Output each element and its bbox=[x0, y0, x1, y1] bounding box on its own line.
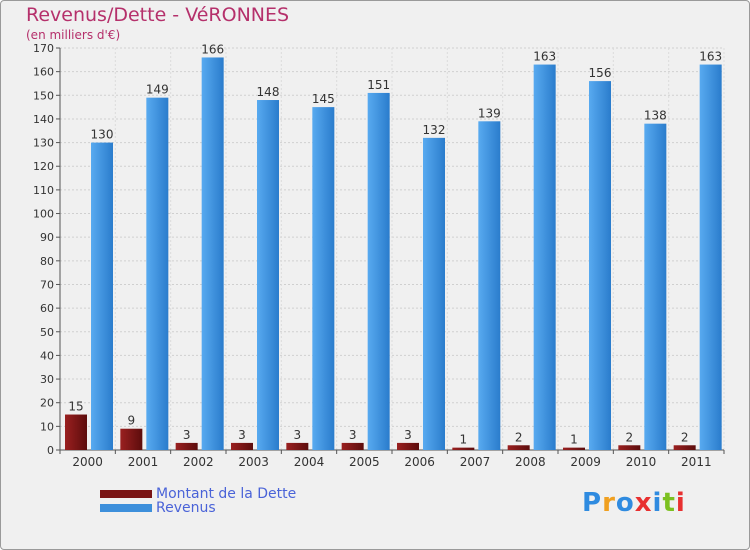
proxiti-logo: Proxiti bbox=[582, 488, 686, 518]
bar-dette-2000 bbox=[65, 414, 87, 450]
chart-subtitle: (en milliers d'€) bbox=[26, 28, 121, 42]
bar-dette-2010 bbox=[618, 445, 641, 450]
legend-label-dette: Montant de la Dette bbox=[156, 486, 297, 502]
bar-dette-2008 bbox=[507, 445, 530, 450]
data-label-revenus-2009: 156 bbox=[589, 66, 612, 80]
data-label-dette-2002: 3 bbox=[183, 428, 191, 442]
bar-chart: 0 10 20 30 40 50 60 70 80 90 100 110 120 130 140 150 160… bbox=[33, 42, 725, 469]
bar-dette-2007 bbox=[452, 447, 475, 450]
x-tick-label-2000: 2000 bbox=[72, 455, 103, 469]
bar-dette-2001 bbox=[120, 428, 143, 450]
bar-revenus-2003 bbox=[257, 100, 279, 450]
data-label-revenus-2002: 166 bbox=[201, 42, 224, 56]
x-tick-label-2005: 2005 bbox=[349, 455, 380, 469]
y-tick-label: 70 bbox=[40, 278, 54, 291]
legend-label-revenus: Revenus bbox=[156, 500, 216, 516]
data-label-dette-2001: 9 bbox=[128, 414, 136, 428]
y-tick-label: 40 bbox=[40, 349, 54, 362]
y-tick-label: 110 bbox=[33, 184, 54, 197]
data-label-revenus-2001: 149 bbox=[146, 83, 169, 97]
y-tick-label: 50 bbox=[40, 326, 54, 339]
bar-dette-2006 bbox=[397, 442, 419, 450]
data-label-revenus-2006: 132 bbox=[423, 123, 446, 137]
chart-title: Revenus/Dette - VéRONNES bbox=[26, 4, 290, 26]
x-tick-label-2007: 2007 bbox=[460, 455, 491, 469]
y-tick-label: 160 bbox=[33, 66, 54, 79]
data-label-dette-2010: 2 bbox=[626, 430, 634, 444]
data-label-revenus-2000: 130 bbox=[91, 128, 114, 142]
bar-revenus-2006 bbox=[423, 137, 445, 450]
legend-item-revenus: Revenus bbox=[100, 500, 216, 516]
logo-letter: t bbox=[662, 488, 676, 518]
bar-revenus-2002 bbox=[201, 57, 224, 450]
data-label-dette-2011: 2 bbox=[681, 430, 689, 444]
logo-letter: x bbox=[634, 488, 653, 518]
data-label-dette-2003: 3 bbox=[238, 428, 246, 442]
logo-letter: i bbox=[675, 488, 686, 518]
data-label-revenus-2011: 163 bbox=[699, 50, 722, 64]
bar-revenus-2007 bbox=[478, 121, 501, 451]
data-label-dette-2005: 3 bbox=[349, 428, 357, 442]
y-tick-label: 170 bbox=[33, 42, 54, 55]
x-tick-label-2002: 2002 bbox=[183, 455, 214, 469]
y-tick-label: 30 bbox=[40, 373, 54, 386]
y-tick-label: 100 bbox=[33, 208, 54, 221]
y-tick-label: 120 bbox=[33, 160, 54, 173]
y-tick-label: 130 bbox=[33, 137, 54, 150]
legend-swatch-revenus bbox=[100, 504, 152, 512]
data-label-dette-2008: 2 bbox=[515, 430, 523, 444]
y-tick-label: 20 bbox=[40, 397, 54, 410]
data-label-revenus-2010: 138 bbox=[644, 109, 667, 123]
y-tick-label: 80 bbox=[40, 255, 54, 268]
x-tick-label-2011: 2011 bbox=[681, 455, 712, 469]
y-tick-label: 0 bbox=[47, 444, 54, 457]
data-label-revenus-2004: 145 bbox=[312, 92, 335, 106]
bar-dette-2003 bbox=[231, 442, 253, 450]
y-tick-label: 90 bbox=[40, 231, 54, 244]
bar-revenus-2010 bbox=[644, 123, 667, 450]
bar-dette-2011 bbox=[673, 445, 696, 450]
data-label-revenus-2005: 151 bbox=[367, 78, 390, 92]
data-label-revenus-2008: 163 bbox=[533, 50, 556, 64]
y-tick-label: 60 bbox=[40, 302, 54, 315]
x-tick-label-2008: 2008 bbox=[515, 455, 546, 469]
data-label-dette-2006: 3 bbox=[404, 428, 412, 442]
labels: 0 10 20 30 40 50 60 70 80 90 100 110 120 130 140 150 160… bbox=[33, 42, 722, 469]
data-label-dette-2009: 1 bbox=[570, 433, 578, 447]
bar-revenus-2009 bbox=[589, 81, 611, 450]
logo-letter: P bbox=[582, 488, 603, 518]
bar-dette-2002 bbox=[175, 442, 198, 450]
legend-swatch-dette bbox=[100, 490, 152, 498]
bar-dette-2009 bbox=[563, 447, 585, 450]
logo-letter: o bbox=[615, 488, 635, 518]
x-tick-label-2010: 2010 bbox=[626, 455, 657, 469]
bar-dette-2005 bbox=[341, 442, 364, 450]
x-tick-label-2003: 2003 bbox=[238, 455, 269, 469]
bar-dette-2004 bbox=[286, 442, 309, 450]
legend-item-dette: Montant de la Dette bbox=[100, 486, 296, 502]
data-label-revenus-2007: 139 bbox=[478, 106, 501, 120]
x-tick-label-2004: 2004 bbox=[294, 455, 325, 469]
bars bbox=[65, 57, 722, 451]
logo-letter: r bbox=[602, 488, 616, 518]
bar-revenus-2008 bbox=[533, 64, 556, 450]
bar-revenus-2005 bbox=[367, 92, 390, 450]
bar-revenus-2000 bbox=[91, 142, 113, 450]
bar-revenus-2004 bbox=[312, 107, 335, 450]
axes bbox=[56, 47, 725, 454]
bar-revenus-2001 bbox=[146, 97, 169, 451]
y-tick-label: 150 bbox=[33, 89, 54, 102]
x-tick-label-2001: 2001 bbox=[128, 455, 159, 469]
bar-revenus-2011 bbox=[699, 64, 722, 450]
logo-letter: i bbox=[652, 488, 663, 518]
x-tick-label-2006: 2006 bbox=[404, 455, 435, 469]
data-label-dette-2000: 15 bbox=[68, 400, 83, 414]
data-label-dette-2007: 1 bbox=[460, 433, 468, 447]
data-label-dette-2004: 3 bbox=[294, 428, 302, 442]
y-tick-label: 10 bbox=[40, 420, 54, 433]
y-tick-label: 140 bbox=[33, 113, 54, 126]
x-tick-label-2009: 2009 bbox=[570, 455, 601, 469]
data-label-revenus-2003: 148 bbox=[257, 85, 280, 99]
